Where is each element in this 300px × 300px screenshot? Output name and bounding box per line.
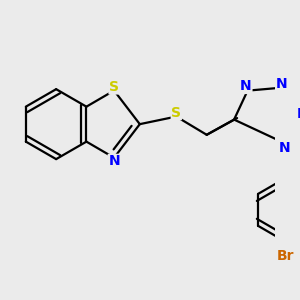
- Text: N: N: [296, 107, 300, 121]
- Text: N: N: [276, 76, 288, 91]
- Text: N: N: [240, 80, 252, 93]
- Text: Br: Br: [277, 249, 295, 263]
- Text: S: S: [109, 80, 119, 94]
- Text: N: N: [279, 140, 291, 154]
- Text: S: S: [171, 106, 181, 120]
- Text: N: N: [108, 154, 120, 168]
